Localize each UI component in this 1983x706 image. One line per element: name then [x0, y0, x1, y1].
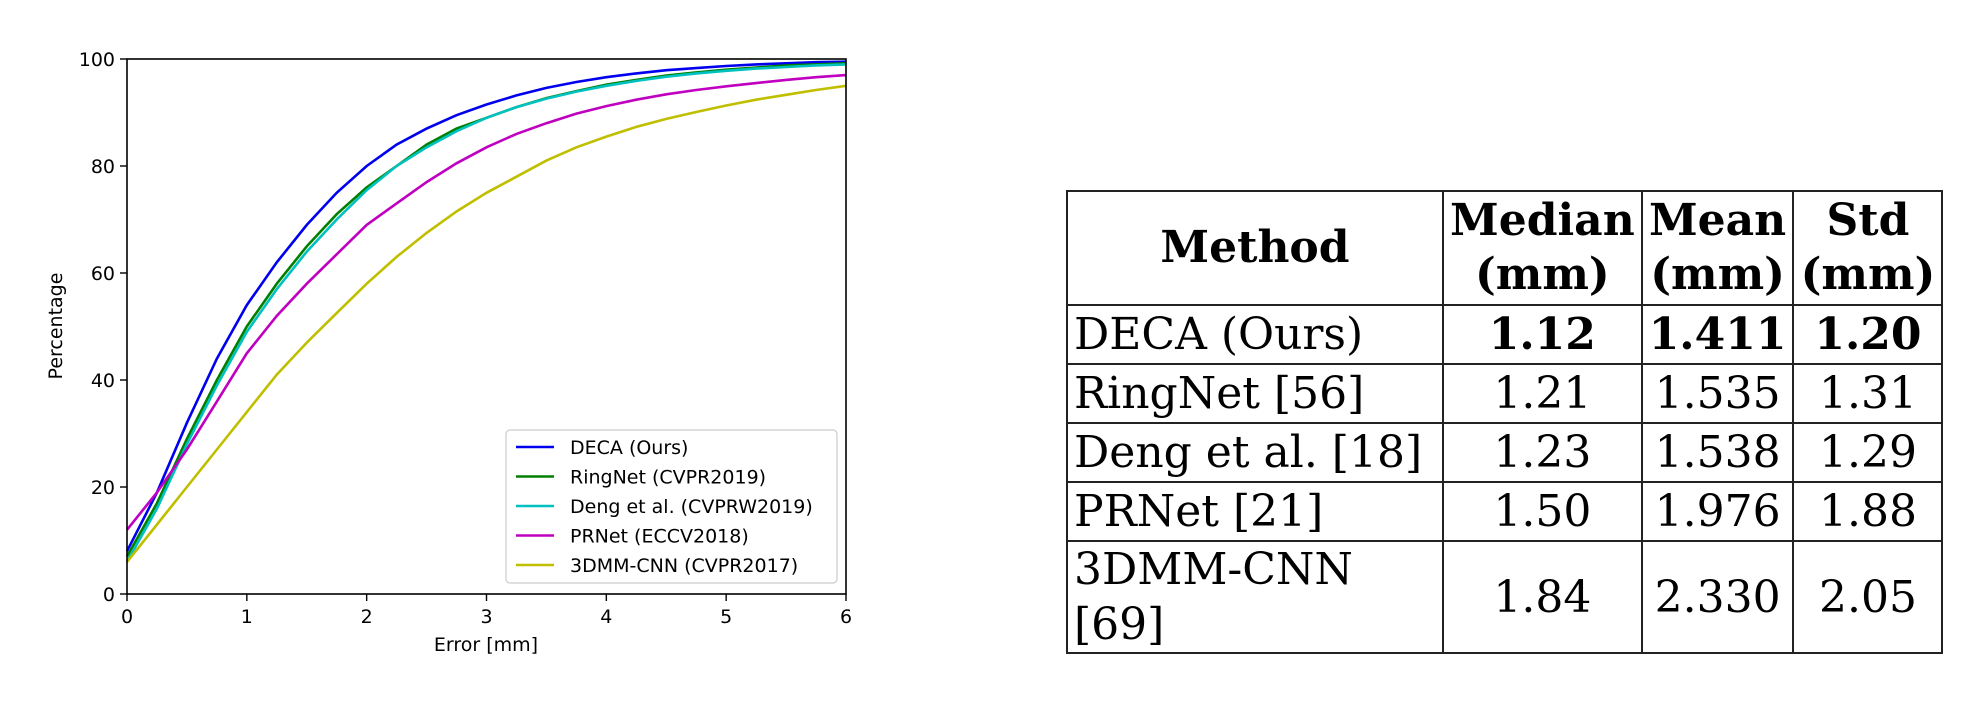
y-tick-label: 0: [103, 584, 115, 606]
header-method: Method: [1066, 190, 1444, 306]
header-mean-line1: Mean: [1648, 195, 1787, 246]
median-cell: 1.12: [1442, 304, 1643, 365]
legend-label: RingNet (CVPR2019): [570, 467, 766, 489]
mean-cell: 1.535: [1640, 363, 1795, 424]
header-std-line2: (mm): [1800, 249, 1936, 300]
median-cell: 1.23: [1442, 422, 1643, 483]
table-header-row: Method Median (mm) Mean (mm) Std (mm): [1066, 190, 1944, 306]
results-table-container: Method Median (mm) Mean (mm) Std (mm) DECA …: [1066, 190, 1944, 654]
x-tick-label: 4: [600, 606, 612, 628]
y-tick-label: 40: [91, 370, 115, 392]
std-cell: 1.31: [1792, 363, 1944, 424]
header-std: Std (mm): [1792, 190, 1944, 306]
header-method-label: Method: [1160, 222, 1350, 273]
method-cell: RingNet [56]: [1066, 363, 1444, 424]
legend-label: DECA (Ours): [570, 437, 688, 459]
x-tick-label: 2: [361, 606, 373, 628]
table-row: RingNet [56] 1.21 1.535 1.31: [1066, 363, 1944, 424]
median-cell: 1.21: [1442, 363, 1643, 424]
series-line-3dmm-cnn-cvpr2017: [125, 84, 847, 563]
header-std-line1: Std: [1826, 195, 1910, 246]
table-row: 3DMM-CNN [69] 1.84 2.330 2.05: [1066, 540, 1944, 654]
x-tick-label: 3: [480, 606, 492, 628]
std-cell: 1.88: [1792, 481, 1944, 542]
y-tick-label: 80: [91, 156, 115, 178]
series-line-deng-et-al-cvprw2019: [125, 63, 847, 563]
y-tick-label: 20: [91, 477, 115, 499]
x-tick-label: 6: [840, 606, 852, 628]
mean-cell: 2.330: [1640, 540, 1795, 654]
table-row: PRNet [21] 1.50 1.976 1.88: [1066, 481, 1944, 542]
header-median-line2: (mm): [1474, 249, 1610, 300]
mean-cell: 1.411: [1640, 304, 1795, 365]
legend-label: Deng et al. (CVPRW2019): [570, 496, 813, 518]
std-cell: 1.29: [1792, 422, 1944, 483]
x-axis-label: Error [mm]: [434, 634, 538, 656]
method-cell: DECA (Ours): [1066, 304, 1444, 365]
table-row: DECA (Ours) 1.12 1.411 1.20: [1066, 304, 1944, 365]
x-tick-label: 5: [720, 606, 732, 628]
legend: DECA (Ours) RingNet (CVPR2019) Deng et al.…: [505, 429, 838, 584]
y-tick-label: 100: [79, 49, 115, 71]
header-mean-line2: (mm): [1650, 249, 1785, 300]
y-tick-label: 60: [91, 263, 115, 285]
results-table: Method Median (mm) Mean (mm) Std (mm) DECA …: [1066, 190, 1944, 654]
header-median-line1: Median: [1450, 195, 1635, 246]
mean-cell: 1.976: [1640, 481, 1795, 542]
plot-frame: [126, 58, 847, 595]
series-line-prnet-eccv2018: [125, 73, 847, 531]
method-cell: Deng et al. [18]: [1066, 422, 1444, 483]
y-axis-label: Percentage: [45, 273, 67, 380]
x-tick-label: 0: [121, 606, 133, 628]
median-cell: 1.84: [1442, 540, 1643, 654]
legend-label: 3DMM-CNN (CVPR2017): [570, 555, 798, 577]
std-cell: 1.20: [1792, 304, 1944, 365]
median-cell: 1.50: [1442, 481, 1643, 542]
mean-cell: 1.538: [1640, 422, 1795, 483]
legend-label: PRNet (ECCV2018): [570, 526, 749, 548]
header-median: Median (mm): [1442, 190, 1643, 306]
header-mean: Mean (mm): [1640, 190, 1795, 306]
method-cell: 3DMM-CNN [69]: [1066, 540, 1444, 654]
x-tick-label: 1: [241, 606, 253, 628]
method-cell: PRNet [21]: [1066, 481, 1444, 542]
table-row: Deng et al. [18] 1.23 1.538 1.29: [1066, 422, 1944, 483]
std-cell: 2.05: [1792, 540, 1944, 654]
series-line-deca-ours: [125, 60, 847, 552]
legend-box: [505, 429, 838, 584]
